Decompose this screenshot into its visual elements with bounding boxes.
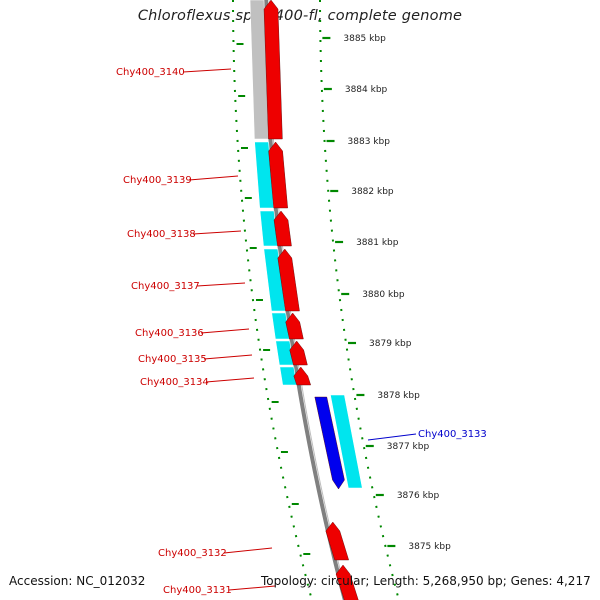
scale-tick-label: 3881 kbp: [356, 238, 399, 248]
topology-text: Topology: circular; Length: 5,268,950 bp…: [261, 574, 591, 588]
gene-leader-line: [205, 377, 255, 383]
scale-tick-label: 3879 kbp: [369, 339, 412, 349]
gene-arrow: [293, 366, 311, 386]
scale-tick-label: 3885 kbp: [343, 34, 386, 44]
gene-arrow: [263, 0, 283, 140]
gene-arrow: [277, 248, 300, 312]
gene-arrow: [273, 210, 292, 247]
gene-leader-line: [188, 175, 239, 181]
gene-arrow: [289, 340, 308, 366]
scale-tick-label: 3882 kbp: [351, 187, 394, 197]
length-value: 5,268,950 bp: [422, 574, 503, 588]
gene-label: Chy400_3139: [123, 175, 192, 186]
inner-dotted-boundary: [232, 0, 313, 600]
outer-dotted-boundary: [319, 0, 400, 600]
homolog-bar: [330, 394, 363, 489]
gene-leader-line: [182, 68, 232, 73]
scale-tick-label: 3876 kbp: [397, 491, 440, 501]
gene-leader-line: [192, 230, 242, 235]
gene-arrow: [285, 312, 304, 340]
gene-label: Chy400_3132: [158, 548, 227, 559]
accession-label: Accession:: [9, 574, 73, 588]
scale-tick-label: 3883 kbp: [348, 137, 391, 147]
gene-leader-line: [228, 585, 276, 591]
accession-value: NC_012032: [76, 574, 146, 588]
accession-text: Accession: NC_012032: [9, 574, 145, 588]
gene-label: Chy400_3135: [138, 354, 207, 365]
gene-label: Chy400_3133: [418, 429, 487, 440]
scale-tick-label: 3878 kbp: [377, 391, 420, 401]
gene-label: Chy400_3134: [140, 377, 209, 388]
gene-arrow: [268, 141, 288, 209]
scale-tick-label: 3875 kbp: [408, 542, 451, 552]
gene-arrow: [325, 521, 349, 561]
genes-label: Genes:: [510, 574, 553, 588]
genome-title: Chloroflexus sp. Y-400-fl, complete geno…: [137, 8, 463, 24]
scale-tick-label: 3884 kbp: [345, 85, 388, 95]
gene-leader-line: [200, 328, 250, 334]
genes-value: 4,217: [556, 574, 591, 588]
gene-label: Chy400_3140: [116, 67, 185, 78]
gene-leader-line: [367, 433, 417, 441]
length-label: Length:: [373, 574, 419, 588]
gene-label: Chy400_3131: [163, 585, 232, 596]
gene-label: Chy400_3137: [131, 281, 200, 292]
gene-arrow: [314, 396, 345, 490]
gene-arrow: [335, 564, 359, 600]
topology-value: circular: [320, 574, 366, 588]
gene-label: Chy400_3136: [135, 328, 204, 339]
gene-label: Chy400_3138: [127, 229, 196, 240]
gene-leader-line: [196, 282, 246, 287]
scale-tick-label: 3880 kbp: [362, 290, 405, 300]
topology-label: Topology:: [261, 574, 318, 588]
scale-tick-label: 3877 kbp: [387, 442, 430, 452]
gene-leader-line: [223, 547, 273, 554]
gene-leader-line: [203, 354, 253, 360]
